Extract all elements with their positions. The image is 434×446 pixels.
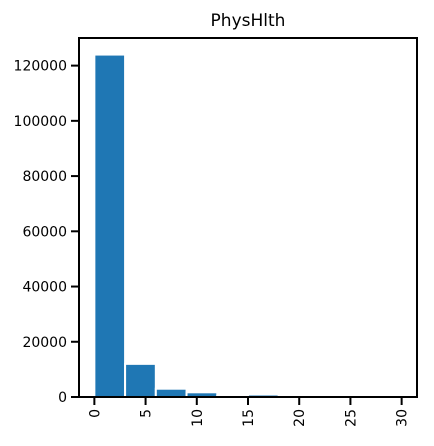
chart-title: PhysHlth (211, 11, 286, 31)
y-axis-ticks: 0 20000 40000 60000 80000 100000 120000 (14, 59, 79, 406)
y-tick-label: 60000 (22, 224, 67, 240)
plot-frame (78, 37, 418, 398)
histogram-bar (154, 387, 188, 399)
y-tick-label: 40000 (22, 280, 67, 296)
y-tick-label: 20000 (22, 335, 67, 351)
x-tick-label: 0 (87, 409, 103, 418)
x-tick-label: 10 (190, 409, 206, 427)
y-tick-label: 0 (58, 390, 67, 406)
x-tick-label: 30 (395, 409, 411, 427)
x-tick-label: 5 (139, 409, 155, 418)
y-tick-label: 80000 (22, 169, 67, 185)
x-tick-label: 20 (292, 409, 308, 427)
y-tick-label: 100000 (14, 114, 67, 130)
histogram-bar (93, 53, 127, 398)
histogram-bar (124, 362, 157, 399)
y-tick-label: 120000 (14, 59, 67, 75)
x-axis-ticks: 0 5 10 15 20 25 30 (87, 397, 411, 427)
x-tick-label: 15 (241, 409, 257, 427)
bars-layer (93, 53, 403, 399)
x-tick-label: 25 (343, 409, 359, 427)
